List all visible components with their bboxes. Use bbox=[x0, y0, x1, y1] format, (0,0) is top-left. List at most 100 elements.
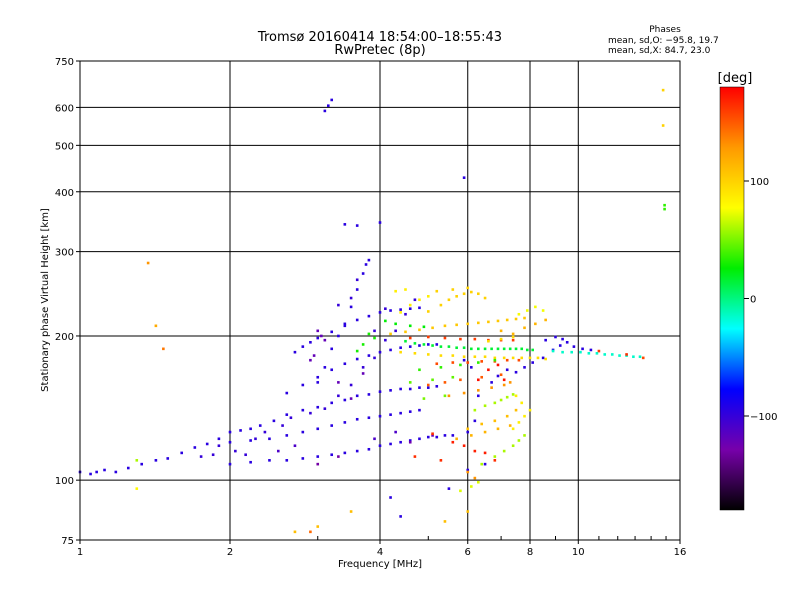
data-point bbox=[470, 290, 473, 294]
data-point bbox=[413, 352, 417, 355]
data-point bbox=[349, 383, 353, 387]
data-point bbox=[316, 405, 320, 409]
data-point bbox=[490, 347, 493, 351]
data-point bbox=[355, 349, 359, 353]
data-point bbox=[508, 381, 512, 384]
data-point bbox=[281, 424, 284, 427]
data-point bbox=[114, 470, 118, 474]
data-point bbox=[597, 349, 601, 353]
data-point bbox=[511, 338, 515, 342]
data-point bbox=[349, 397, 353, 400]
data-point bbox=[249, 439, 252, 442]
data-point bbox=[89, 472, 92, 476]
data-point bbox=[389, 496, 392, 499]
data-point bbox=[361, 272, 365, 275]
data-point bbox=[551, 349, 555, 353]
data-point bbox=[418, 306, 421, 310]
data-point bbox=[367, 393, 371, 396]
data-point bbox=[154, 459, 158, 462]
data-point bbox=[301, 457, 305, 460]
x-axis-label: Frequency [MHz] bbox=[338, 559, 422, 570]
data-point bbox=[459, 378, 462, 382]
data-point bbox=[443, 434, 447, 437]
data-point bbox=[378, 390, 382, 393]
data-point bbox=[394, 322, 397, 326]
data-point bbox=[431, 326, 434, 330]
data-point bbox=[511, 393, 515, 396]
y-axis-label: Stationary phase Virtual Height [km] bbox=[40, 208, 51, 392]
data-point bbox=[301, 383, 305, 387]
data-point bbox=[408, 381, 412, 384]
data-point bbox=[316, 462, 320, 466]
data-point bbox=[462, 346, 466, 350]
data-point bbox=[95, 470, 98, 474]
data-point bbox=[323, 109, 327, 113]
data-point bbox=[343, 223, 347, 226]
data-point bbox=[439, 354, 443, 357]
data-point bbox=[455, 295, 458, 298]
data-point bbox=[135, 487, 139, 490]
data-point bbox=[466, 427, 470, 431]
data-point bbox=[443, 336, 447, 340]
x-tick-label: 1 bbox=[77, 547, 83, 558]
data-point bbox=[462, 444, 466, 448]
colorbar-tick-label: 100 bbox=[750, 177, 769, 188]
data-point bbox=[483, 404, 487, 408]
data-point bbox=[431, 344, 434, 347]
data-point bbox=[228, 462, 232, 466]
data-point bbox=[301, 345, 305, 348]
data-point bbox=[493, 455, 497, 458]
data-point bbox=[514, 347, 518, 351]
data-point bbox=[439, 345, 443, 348]
data-point bbox=[483, 430, 487, 434]
data-point bbox=[505, 368, 509, 372]
data-point bbox=[435, 343, 439, 346]
data-point bbox=[587, 352, 591, 355]
data-point bbox=[301, 408, 305, 412]
data-point bbox=[316, 525, 320, 528]
data-point bbox=[426, 386, 430, 389]
data-point bbox=[525, 309, 529, 312]
data-point bbox=[480, 462, 484, 466]
data-point bbox=[399, 440, 402, 444]
data-point bbox=[193, 446, 197, 449]
data-point bbox=[520, 401, 524, 405]
data-point bbox=[505, 414, 509, 418]
data-point bbox=[502, 383, 506, 387]
data-point bbox=[579, 350, 582, 354]
data-point bbox=[399, 346, 402, 350]
data-point bbox=[422, 397, 426, 400]
data-point bbox=[473, 476, 477, 480]
colorbar-ticks: 100 0 −100 bbox=[744, 177, 777, 423]
data-point bbox=[493, 401, 497, 405]
data-point bbox=[493, 419, 497, 423]
colorbar-tick-label: −100 bbox=[750, 412, 777, 423]
data-point bbox=[558, 344, 562, 347]
data-point bbox=[301, 430, 305, 434]
data-point bbox=[228, 440, 232, 444]
data-point bbox=[466, 470, 470, 474]
data-point bbox=[343, 322, 347, 326]
data-point bbox=[408, 336, 412, 340]
data-point bbox=[337, 381, 340, 384]
data-point bbox=[483, 451, 487, 455]
data-point bbox=[439, 366, 443, 369]
data-point bbox=[327, 104, 330, 107]
data-point bbox=[217, 437, 221, 441]
data-point bbox=[443, 324, 447, 328]
data-point bbox=[408, 440, 412, 444]
data-point bbox=[473, 337, 477, 341]
x-tick-label: 8 bbox=[527, 547, 533, 558]
data-point bbox=[541, 356, 545, 360]
data-point bbox=[355, 417, 359, 421]
data-point bbox=[166, 457, 170, 460]
data-point bbox=[525, 348, 529, 352]
data-point bbox=[514, 317, 518, 321]
data-point bbox=[455, 437, 458, 441]
data-point bbox=[514, 408, 518, 412]
data-point bbox=[378, 444, 382, 448]
data-point bbox=[389, 332, 392, 336]
data-point bbox=[426, 383, 430, 387]
data-point bbox=[343, 362, 347, 366]
data-point bbox=[355, 394, 359, 398]
